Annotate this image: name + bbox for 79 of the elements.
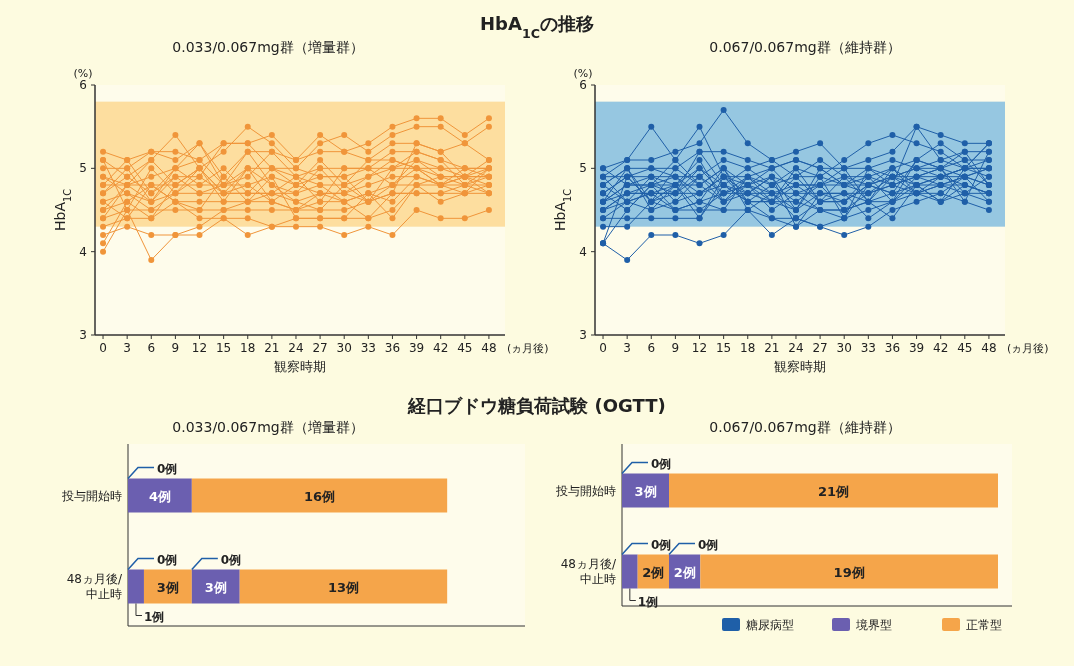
x-tick-label: 3 [123, 341, 131, 355]
data-label: 21例 [817, 483, 850, 499]
x-tick-label: 18 [740, 341, 756, 355]
chart-subtitle: 0.033/0.067mg群（増量群） [172, 39, 364, 55]
data-label: 3例 [204, 579, 227, 595]
x-tick-label: 6 [647, 341, 656, 355]
legend-label: 糖尿病型 [746, 618, 794, 632]
data-label: 2例 [642, 564, 665, 580]
x-tick-label: 30 [836, 341, 852, 355]
data-label: 3例 [634, 483, 657, 499]
x-tick-label: 12 [191, 341, 208, 355]
data-label: 1例 [637, 594, 659, 609]
y-tick-label: 投与開始時 [555, 483, 616, 498]
text: (%) [73, 67, 93, 80]
y-tick-label: 6 [579, 78, 587, 92]
x-tick-label: 36 [384, 341, 401, 355]
y-tick-label: 5 [579, 161, 587, 176]
annotation: 0例 [651, 537, 672, 552]
data-label: 4例 [148, 488, 171, 504]
x-tick-label: 27 [812, 341, 828, 355]
x-tick-label: 33 [860, 341, 876, 355]
y-tick-label: 6 [79, 78, 87, 92]
y-tick-label: 5 [79, 161, 87, 176]
data-label: 1例 [143, 609, 165, 624]
y-tick-label: 3 [79, 328, 87, 342]
annotation: 0例 [157, 552, 178, 567]
x-tick-label: 21 [264, 341, 280, 355]
annotation: 0例 [698, 537, 719, 552]
chart-subtitle: 0.067/0.067mg群（維持群） [709, 39, 901, 55]
x-tick-label: 18 [240, 341, 256, 355]
x-tick-label: 21 [764, 341, 780, 355]
y-tick-label: 4 [579, 244, 587, 259]
data-label: 3例 [156, 579, 179, 595]
x-tick-label: 24 [788, 341, 804, 355]
y-tick-label: 48ヵ月後/ 中止時 [560, 557, 617, 586]
x-tick-label: 39 [408, 341, 425, 355]
y-tick-label: 48ヵ月後/ 中止時 [66, 572, 123, 601]
x-tick-label: 9 [671, 341, 680, 355]
x-tick-label: 6 [147, 341, 156, 355]
legend-label: 正常型 [966, 618, 1002, 632]
y-tick-label: 3 [579, 328, 587, 342]
x-tick-label: 48 [981, 341, 997, 355]
text: (ヵ月後) [1007, 342, 1049, 355]
annotation: 0例 [157, 461, 178, 476]
text: 経口ブドウ糖負荷試験 (OGTT) [407, 395, 666, 416]
x-tick-label: 42 [433, 341, 449, 355]
x-axis-title: 観察時期 [274, 359, 326, 374]
x-tick-label: 0 [99, 341, 107, 355]
x-tick-label: 15 [715, 341, 732, 355]
x-tick-label: 45 [957, 341, 973, 355]
x-tick-label: 9 [171, 341, 180, 355]
chart-subtitle: 0.033/0.067mg群（増量群） [172, 419, 364, 435]
chart-title: HbA$_{1C}$の推移 [480, 13, 594, 41]
x-axis-title: 観察時期 [774, 359, 826, 374]
text: (%) [573, 67, 593, 80]
x-tick-label: 48 [481, 341, 497, 355]
x-tick-label: 27 [312, 341, 328, 355]
y-tick-label: 投与開始時 [61, 488, 122, 503]
x-tick-label: 12 [691, 341, 708, 355]
x-tick-label: 24 [288, 341, 304, 355]
data-label: 13例 [327, 579, 359, 595]
annotation: 0例 [651, 456, 672, 471]
x-tick-label: 33 [360, 341, 376, 355]
chart-subtitle: 0.067/0.067mg群（維持群） [709, 419, 901, 435]
legend-label: 境界型 [855, 618, 892, 632]
y-tick-label: 4 [79, 244, 87, 259]
x-tick-label: 0 [599, 341, 607, 355]
x-tick-label: 15 [215, 341, 232, 355]
annotation: 0例 [220, 552, 242, 567]
x-tick-label: 30 [336, 341, 352, 355]
x-tick-label: 3 [623, 341, 631, 355]
x-tick-label: 39 [908, 341, 925, 355]
data-label: 2例 [673, 564, 696, 580]
x-tick-label: 45 [457, 341, 473, 355]
x-tick-label: 42 [933, 341, 949, 355]
text: (ヵ月後) [507, 342, 549, 355]
data-label: 16例 [303, 488, 336, 504]
data-label: 19例 [833, 564, 865, 580]
x-tick-label: 36 [884, 341, 901, 355]
